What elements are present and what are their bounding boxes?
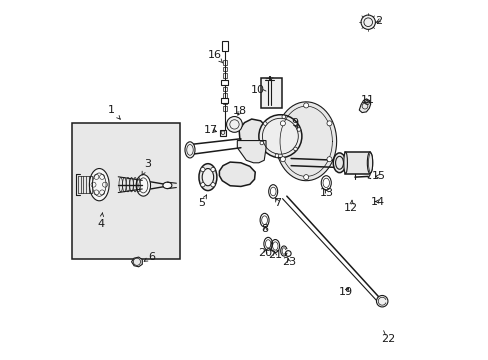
Bar [221,80,228,85]
Ellipse shape [343,152,346,174]
Text: 16: 16 [208,50,223,63]
Circle shape [280,121,285,126]
Text: 6: 6 [144,252,154,262]
Bar [222,107,226,111]
Ellipse shape [202,168,213,186]
Text: 5: 5 [198,195,206,208]
Circle shape [282,115,285,118]
Text: 1: 1 [108,105,120,119]
Bar [222,86,226,91]
Circle shape [303,103,308,108]
Ellipse shape [89,168,109,201]
Circle shape [275,154,278,157]
Text: 19: 19 [338,287,352,297]
Ellipse shape [184,142,195,158]
Bar [222,73,226,78]
Polygon shape [275,102,336,181]
Circle shape [200,167,204,172]
Circle shape [210,167,215,172]
Text: 10: 10 [250,85,264,95]
Text: 15: 15 [371,171,385,181]
Bar [222,67,226,71]
Circle shape [200,183,204,187]
Circle shape [260,141,263,145]
Text: 11: 11 [361,95,374,105]
Ellipse shape [366,152,372,174]
Bar [344,152,369,174]
Text: 2: 2 [375,16,382,26]
Text: 9: 9 [290,118,298,128]
Bar [72,123,180,259]
Polygon shape [239,119,268,148]
Circle shape [326,157,331,162]
Text: 20: 20 [258,248,272,258]
Polygon shape [131,257,142,267]
Circle shape [280,157,285,162]
Bar [222,93,226,98]
Ellipse shape [136,175,150,196]
Bar [222,41,227,51]
Bar [220,130,225,135]
Text: 14: 14 [370,197,384,207]
Ellipse shape [333,153,345,173]
Text: 21: 21 [267,250,282,260]
Circle shape [360,15,375,30]
Text: 18: 18 [233,106,247,116]
Circle shape [326,121,331,126]
Bar [221,98,228,103]
Text: 23: 23 [282,257,296,267]
Text: 13: 13 [319,188,333,198]
Circle shape [303,175,308,180]
Ellipse shape [163,182,171,189]
Text: 22: 22 [380,334,394,344]
Polygon shape [237,140,265,163]
Polygon shape [359,99,370,113]
Text: 12: 12 [344,200,358,213]
Text: 4: 4 [97,213,104,229]
Circle shape [376,296,387,307]
Text: 3: 3 [142,159,151,175]
Circle shape [258,115,301,158]
Bar [260,78,282,108]
Circle shape [226,117,242,132]
Bar [222,80,226,85]
Circle shape [297,128,300,131]
Text: 17: 17 [203,125,217,135]
Ellipse shape [199,164,217,190]
Circle shape [210,183,215,187]
Bar [222,60,226,64]
Circle shape [293,147,297,151]
Polygon shape [219,162,255,186]
Bar [222,100,226,104]
Text: 7: 7 [274,198,281,208]
Text: 8: 8 [261,225,268,234]
Circle shape [263,122,266,125]
